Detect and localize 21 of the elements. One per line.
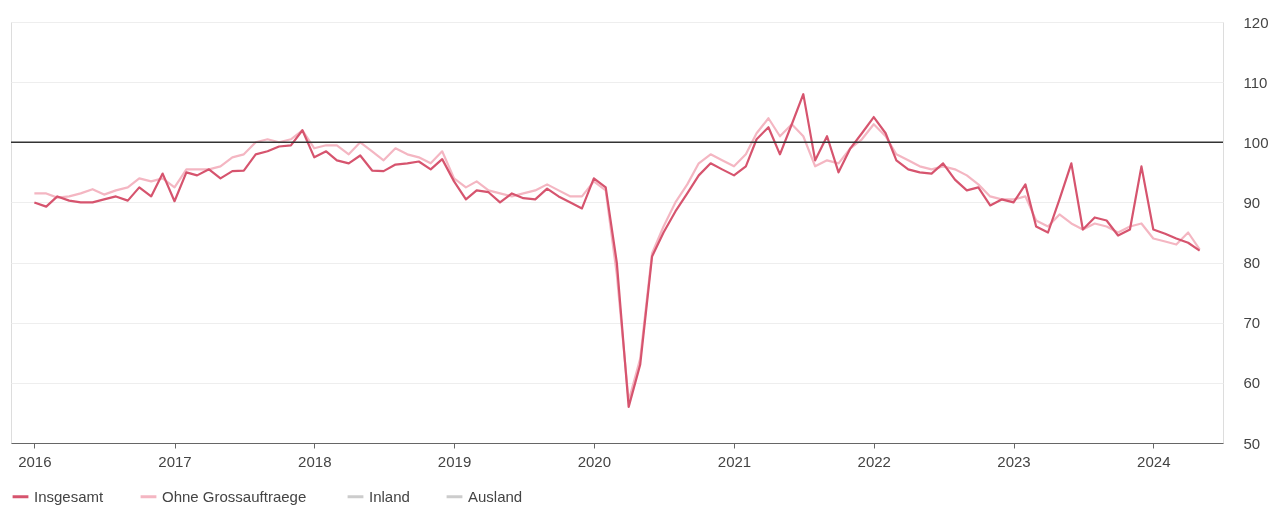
x-tick-label: 2016 [18, 452, 52, 470]
legend-label: Ausland [468, 487, 523, 505]
x-tick-label: 2021 [717, 452, 752, 470]
legend-label: Ohne Grossauftraege [162, 487, 307, 505]
y-tick-label: 60 [1243, 374, 1261, 392]
legend-label: Insgesamt [34, 487, 105, 505]
y-tick-label: 90 [1243, 193, 1261, 211]
x-tick-label: 2022 [857, 452, 891, 470]
x-tick-label: 2017 [158, 452, 192, 470]
y-tick-label: 110 [1243, 73, 1268, 91]
y-tick-label: 100 [1243, 133, 1269, 151]
y-tick-label: 120 [1243, 13, 1269, 31]
x-tick-label: 2019 [437, 452, 472, 470]
y-tick-label: 50 [1243, 434, 1261, 452]
x-tick-label: 2023 [997, 452, 1031, 470]
x-tick-label: 2018 [298, 452, 332, 470]
legend-label: Inland [369, 487, 410, 505]
y-tick-label: 80 [1243, 254, 1261, 272]
y-tick-label: 70 [1243, 314, 1261, 332]
x-tick-label: 2020 [577, 452, 612, 470]
x-tick-label: 2024 [1137, 452, 1171, 470]
